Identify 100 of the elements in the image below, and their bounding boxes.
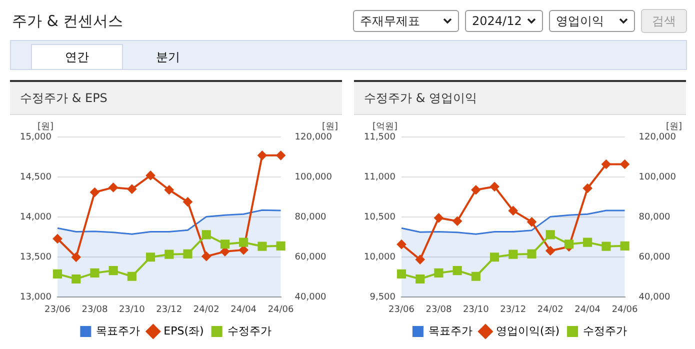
point bbox=[620, 160, 630, 169]
y2-tick-label: 40,000 bbox=[638, 292, 671, 303]
point bbox=[546, 230, 555, 240]
point bbox=[164, 185, 174, 194]
point bbox=[127, 272, 136, 281]
y2-tick-label: 60,000 bbox=[638, 252, 671, 262]
legend-label: 수정주가 bbox=[583, 324, 628, 338]
y2-tick-label: 100,000 bbox=[638, 172, 676, 182]
x-tick-label: 23/08 bbox=[82, 304, 108, 315]
point bbox=[276, 150, 286, 160]
point bbox=[146, 252, 156, 262]
x-tick-label: 23/10 bbox=[462, 304, 490, 315]
y2-tick-label: 120,000 bbox=[294, 132, 332, 142]
x-tick-label: 24/04 bbox=[230, 304, 257, 315]
point bbox=[183, 249, 192, 258]
y-tick-label: 13,000 bbox=[20, 292, 52, 303]
y2-tick-label: 120,000 bbox=[638, 132, 676, 142]
point bbox=[452, 216, 462, 226]
point bbox=[602, 242, 611, 251]
point bbox=[564, 240, 574, 249]
point bbox=[546, 246, 555, 256]
point bbox=[527, 217, 536, 226]
x-tick-label: 24/04 bbox=[574, 304, 601, 315]
point bbox=[508, 250, 518, 259]
point bbox=[434, 213, 444, 222]
legend-label: 목표주가 bbox=[428, 324, 472, 338]
point bbox=[583, 238, 592, 247]
y-axis-title: [원] bbox=[37, 122, 54, 132]
legend-label: 수정주가 bbox=[227, 324, 272, 338]
x-tick-label: 24/06 bbox=[612, 304, 638, 315]
point bbox=[416, 255, 425, 264]
point bbox=[108, 182, 118, 192]
legend-label: 목표주가 bbox=[96, 324, 140, 338]
point bbox=[90, 268, 100, 278]
point bbox=[258, 150, 267, 160]
x-tick-label: 24/02 bbox=[537, 304, 564, 315]
text: 영업이익 bbox=[556, 12, 604, 30]
point bbox=[220, 240, 230, 249]
point bbox=[452, 266, 462, 276]
point bbox=[416, 274, 425, 284]
point bbox=[72, 274, 81, 284]
point bbox=[52, 269, 62, 279]
point bbox=[202, 252, 211, 261]
x-tick-label: 23/10 bbox=[118, 304, 146, 315]
y2-tick-label: 40,000 bbox=[294, 292, 327, 303]
chart-title: 수정주가 & 영업이익 bbox=[354, 80, 686, 115]
legend-label: EPS(좌) bbox=[164, 324, 204, 338]
text: 검색 bbox=[641, 9, 687, 33]
point bbox=[508, 206, 518, 216]
point bbox=[527, 249, 536, 258]
legend-label: 영업이익(좌) bbox=[496, 324, 560, 338]
point bbox=[434, 268, 444, 278]
y-tick-label: 14,500 bbox=[20, 172, 52, 182]
point bbox=[258, 242, 267, 251]
point bbox=[620, 241, 630, 250]
point bbox=[146, 170, 156, 180]
chart-title: 수정주가 & EPS bbox=[10, 80, 342, 115]
x-tick-label: 24/02 bbox=[193, 304, 220, 315]
y-axis-title: [억원] bbox=[372, 122, 398, 132]
y-tick-label: 11,000 bbox=[364, 172, 396, 182]
y-tick-label: 9,500 bbox=[370, 292, 396, 303]
point bbox=[583, 184, 592, 193]
x-tick-label: 23/06 bbox=[44, 304, 71, 315]
point bbox=[396, 240, 406, 249]
y-tick-label: 15,000 bbox=[20, 132, 52, 142]
point bbox=[202, 230, 211, 240]
y2-tick-label: 80,000 bbox=[638, 212, 671, 222]
point bbox=[602, 160, 611, 169]
x-tick-label: 23/06 bbox=[388, 304, 415, 315]
x-tick-label: 23/08 bbox=[426, 304, 452, 315]
point bbox=[276, 241, 286, 250]
x-tick-label: 24/06 bbox=[268, 304, 294, 315]
y2-axis-title: [원] bbox=[666, 122, 682, 132]
y-tick-label: 14,000 bbox=[20, 212, 52, 222]
point bbox=[108, 266, 118, 276]
point bbox=[127, 184, 136, 194]
text: 주재무제표 bbox=[360, 12, 420, 30]
point bbox=[52, 234, 62, 244]
y2-tick-label: 80,000 bbox=[294, 212, 327, 222]
y-tick-label: 10,500 bbox=[364, 212, 396, 222]
y-tick-label: 13,500 bbox=[20, 252, 52, 262]
point bbox=[490, 182, 500, 192]
point bbox=[396, 269, 406, 279]
point bbox=[471, 272, 480, 281]
text: 분기 bbox=[155, 49, 181, 66]
x-tick-label: 23/12 bbox=[156, 304, 182, 315]
y2-axis-title: [원] bbox=[322, 122, 338, 132]
y-tick-label: 10,000 bbox=[364, 252, 396, 262]
y2-tick-label: 60,000 bbox=[294, 252, 327, 262]
point bbox=[183, 197, 192, 206]
x-tick-label: 23/12 bbox=[500, 304, 526, 315]
text: 2024/12 bbox=[472, 14, 522, 28]
point bbox=[164, 250, 174, 259]
y2-tick-label: 100,000 bbox=[294, 172, 332, 182]
point bbox=[72, 252, 81, 262]
point bbox=[90, 188, 100, 197]
text: 주가 & 컨센서스 bbox=[11, 12, 124, 30]
point bbox=[490, 252, 500, 262]
point bbox=[239, 238, 248, 247]
text: 연간 bbox=[31, 44, 123, 69]
